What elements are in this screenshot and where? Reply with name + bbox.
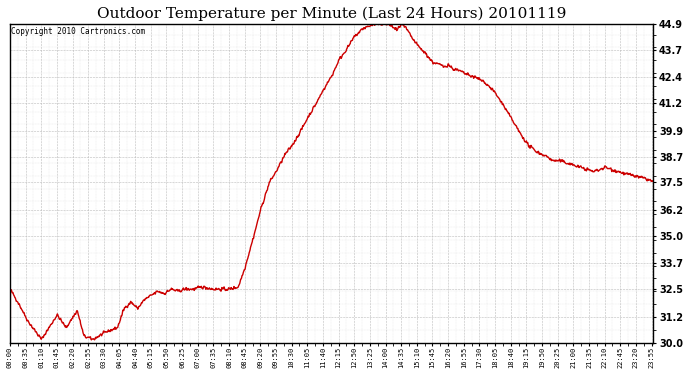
Title: Outdoor Temperature per Minute (Last 24 Hours) 20101119: Outdoor Temperature per Minute (Last 24 …	[97, 7, 566, 21]
Text: Copyright 2010 Cartronics.com: Copyright 2010 Cartronics.com	[10, 27, 145, 36]
